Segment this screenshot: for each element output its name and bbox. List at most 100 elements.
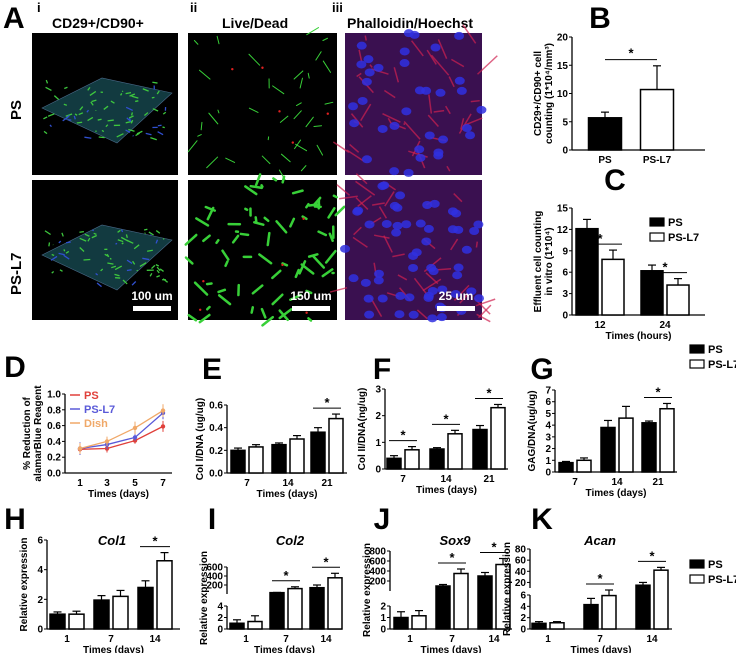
x-tick-label: 14 [149, 634, 161, 645]
nucleus [456, 86, 467, 95]
nucleus [433, 151, 444, 160]
live-cell [317, 230, 328, 237]
bar [435, 585, 451, 630]
live-cell [295, 143, 308, 152]
y-tick-label: 15 [557, 61, 569, 72]
actin-fiber [339, 195, 358, 200]
cell-mark [117, 229, 121, 233]
bar [289, 438, 305, 474]
cell-mark [43, 130, 48, 135]
nucleus [423, 224, 434, 233]
actin-fiber [364, 35, 367, 41]
y-tick-label: 0.0 [47, 469, 61, 480]
live-cell [202, 234, 211, 243]
nucleus [415, 153, 426, 162]
cell-mark [136, 130, 143, 135]
y-tick-label: 3 [562, 289, 568, 300]
cell-mark [96, 282, 102, 288]
live-cell [250, 306, 255, 314]
nucleus [414, 145, 425, 154]
live-cell [263, 216, 270, 223]
cell-mark [74, 113, 78, 116]
nucleus [399, 59, 410, 68]
nucleus [421, 86, 432, 95]
cell-mark [132, 135, 134, 137]
bar [229, 622, 245, 630]
live-cell [271, 269, 282, 280]
y-tick-label: 60 [515, 556, 527, 567]
cell-mark [63, 249, 66, 252]
significance-star: * [649, 548, 655, 563]
actin-fiber [393, 67, 400, 83]
actin-fiber [425, 272, 439, 285]
bar [600, 426, 616, 473]
live-cell [293, 70, 304, 80]
nucleus [360, 278, 371, 287]
cell-mark [44, 230, 51, 236]
live-cell [248, 107, 259, 113]
live-cell [254, 173, 262, 187]
legend-label: PS-L7 [708, 359, 736, 371]
live-cell [193, 40, 199, 45]
cell-mark [114, 273, 120, 277]
bar [583, 603, 599, 630]
actin-fiber [384, 191, 395, 207]
dead-cell [202, 280, 205, 283]
data-point [132, 435, 138, 440]
cell-mark [139, 262, 147, 267]
y-tick-label: 0.4 [47, 437, 61, 448]
legend-label: PS-L7 [668, 232, 699, 244]
nucleus [363, 55, 374, 64]
y-tick-label: 4 [545, 421, 551, 432]
y-axis-label: CD29+/CD90+ cell [533, 51, 544, 136]
cell-mark [79, 231, 84, 233]
bar [327, 577, 343, 630]
nucleus [349, 119, 360, 128]
nucleus [401, 107, 412, 116]
x-tick-label: 14 [320, 634, 332, 645]
y-tick-label: 0.2 [209, 446, 223, 457]
cell-mark [120, 93, 123, 96]
y-tick-label: 0.4 [209, 423, 223, 434]
bar [429, 448, 445, 470]
cell-mark [129, 93, 136, 97]
x-tick-label: 1 [407, 634, 413, 645]
data-point [77, 446, 83, 451]
cell-mark [116, 133, 124, 138]
live-cell [305, 202, 310, 209]
live-cell [272, 177, 278, 182]
bar [558, 461, 574, 473]
significance-star: * [491, 540, 497, 555]
y-tick-label: 0.6 [47, 421, 61, 432]
live-cell [308, 203, 321, 207]
legend-swatch [689, 574, 705, 584]
nucleus [408, 263, 419, 272]
y-tick-label: 0 [520, 625, 526, 636]
live-cell [248, 53, 261, 66]
nucleus [364, 220, 375, 229]
y-tick-label: 600 [369, 557, 386, 568]
cell-mark [162, 126, 165, 129]
legend-label: PS-L7 [708, 574, 736, 586]
nucleus [476, 105, 487, 114]
x-axis-label: Times (days) [421, 645, 482, 653]
bar [49, 613, 66, 630]
y-axis-label: Relative expression [362, 543, 373, 637]
live-cell [198, 313, 211, 324]
x-tick-label: 14 [440, 474, 452, 485]
nucleus [394, 310, 405, 319]
nucleus [391, 228, 402, 237]
bar [472, 428, 488, 470]
actin-fiber [355, 180, 376, 196]
cell-mark [142, 88, 149, 92]
legend-swatch [649, 232, 665, 242]
cell-mark [157, 124, 162, 127]
x-tick-label: 1 [545, 634, 551, 645]
actin-fiber [373, 234, 390, 239]
nucleus [340, 244, 351, 253]
live-cell [313, 125, 323, 128]
significance-star: * [443, 411, 449, 426]
live-cell [275, 220, 288, 234]
y-tick-label: 40 [515, 567, 527, 578]
bar [618, 417, 634, 473]
